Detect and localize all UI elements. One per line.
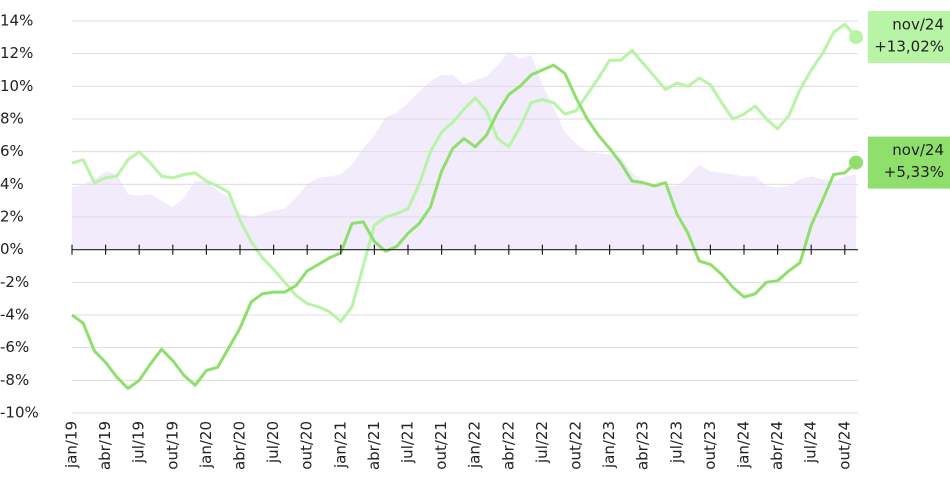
x-tick-label: jul/20 [264, 421, 282, 464]
end-dot [849, 155, 863, 170]
x-tick-label: abr/22 [499, 421, 517, 470]
y-tick-label: -4% [0, 306, 29, 324]
x-tick-label: out/20 [298, 421, 316, 470]
x-tick-label: jan/21 [331, 421, 349, 469]
y-tick-label: -6% [0, 338, 29, 356]
x-tick-label: out/22 [567, 421, 585, 470]
x-tick-label: jul/23 [667, 421, 685, 464]
x-tick-label: jul/22 [533, 421, 551, 464]
end-label-box [868, 136, 950, 189]
x-tick-label: jan/23 [600, 421, 618, 469]
x-tick-label: jan/24 [735, 421, 753, 469]
y-tick-label: -2% [0, 273, 29, 291]
end-dot [849, 30, 863, 45]
x-tick-label: jan/20 [197, 421, 215, 469]
y-tick-label: 10% [0, 77, 33, 95]
x-tick-label: jul/24 [802, 421, 820, 464]
x-tick-label: abr/21 [365, 421, 383, 470]
y-tick-label: 8% [0, 110, 24, 128]
x-tick-label: abr/19 [96, 421, 114, 470]
x-tick-label: out/19 [163, 421, 181, 470]
x-tick-label: jul/21 [399, 421, 417, 464]
y-tick-label: 0% [0, 240, 24, 258]
y-tick-label: 6% [0, 142, 24, 160]
x-tick-label: out/21 [432, 421, 450, 470]
x-tick-label: abr/24 [768, 421, 786, 470]
x-tick-label: abr/23 [634, 421, 652, 470]
end-value-label: +5,33% [884, 163, 944, 181]
x-tick-label: jan/22 [466, 421, 484, 469]
x-tick-label: abr/20 [231, 421, 249, 470]
x-tick-label: jan/19 [63, 421, 81, 469]
x-tick-label: out/24 [835, 421, 853, 470]
y-tick-label: -10% [0, 404, 39, 422]
end-label-box [868, 11, 950, 64]
end-label: nov/24 [892, 141, 944, 159]
y-tick-label: 2% [0, 208, 24, 226]
y-tick-label: 14% [0, 12, 33, 30]
y-tick-label: -8% [0, 371, 29, 389]
line [71, 22, 858, 323]
area [72, 52, 856, 250]
end-label: nov/24 [892, 16, 944, 34]
y-tick-label: 4% [0, 175, 24, 193]
x-tick-label: out/23 [701, 421, 719, 470]
y-tick-label: 12% [0, 44, 33, 62]
line [71, 63, 858, 390]
x-tick-label: jul/19 [130, 421, 148, 464]
end-value-label: +13,02% [874, 38, 944, 56]
